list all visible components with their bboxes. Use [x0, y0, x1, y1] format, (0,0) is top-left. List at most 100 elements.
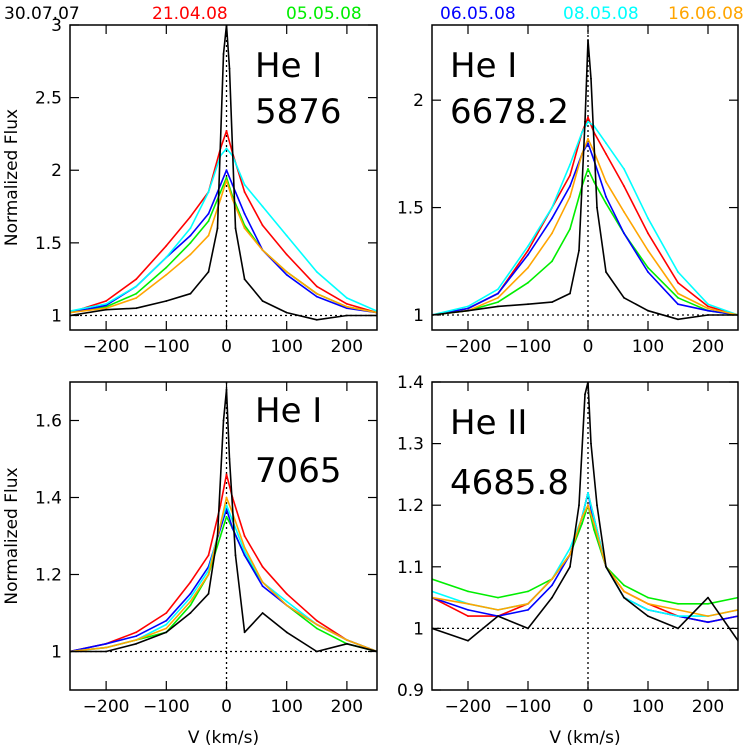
series-line	[432, 120, 738, 316]
x-axis-label: V (km/s)	[188, 728, 259, 748]
data-point	[231, 527, 234, 530]
data-point	[243, 554, 246, 557]
data-point	[707, 621, 709, 624]
data-point	[467, 309, 469, 312]
x-tick-label: −100	[143, 697, 190, 717]
y-tick-label: 1.4	[35, 489, 62, 509]
line-annotation: He I	[255, 46, 322, 86]
y-tick-label: 1.2	[397, 496, 424, 516]
data-point	[497, 288, 499, 291]
data-point	[222, 53, 225, 55]
data-point	[677, 609, 679, 611]
plot-frame	[431, 381, 739, 691]
data-point	[135, 292, 138, 295]
y-tick-label: 0.9	[397, 681, 424, 701]
data-point	[135, 297, 138, 299]
data-point	[527, 590, 529, 593]
data-point	[569, 163, 571, 166]
data-point	[584, 393, 586, 396]
data-point	[207, 554, 210, 557]
data-point	[551, 206, 553, 209]
y-tick-label: 2	[51, 161, 62, 181]
data-point	[219, 198, 222, 201]
data-point	[105, 650, 107, 653]
data-point	[243, 227, 246, 230]
legend-label: 05.05.08	[286, 4, 362, 24]
series-line	[70, 130, 377, 314]
y-axis-label: Normalized Flux	[2, 109, 22, 246]
data-point	[135, 642, 138, 645]
data-point	[165, 627, 168, 630]
data-point	[587, 116, 589, 119]
data-point	[527, 303, 529, 306]
data-point	[189, 227, 192, 230]
data-point	[527, 249, 529, 252]
data-point	[590, 442, 592, 445]
y-tick-label: 1.5	[35, 234, 62, 254]
data-point	[647, 232, 649, 235]
data-point	[623, 211, 625, 213]
series-group	[70, 388, 377, 653]
data-point	[587, 142, 589, 145]
x-tick-label: −200	[445, 697, 492, 717]
data-point	[623, 232, 625, 235]
data-point	[623, 296, 625, 299]
x-tick-label: −200	[83, 337, 130, 357]
data-point	[315, 292, 318, 295]
legend-label: 06.05.08	[440, 4, 516, 24]
data-point	[105, 308, 107, 311]
data-point	[647, 266, 649, 269]
series-group	[432, 382, 738, 642]
data-point	[551, 578, 553, 580]
y-tick-label: 1	[51, 643, 62, 663]
x-tick-label: 200	[331, 697, 363, 717]
data-point	[189, 596, 192, 599]
data-point	[207, 212, 210, 215]
data-point	[497, 301, 499, 303]
data-point	[225, 515, 228, 518]
data-point	[551, 232, 553, 235]
data-point	[467, 639, 469, 642]
data-point	[105, 307, 107, 310]
data-point	[527, 609, 529, 611]
y-tick-label: 2.5	[35, 89, 62, 109]
x-tick-label: 0	[221, 697, 232, 717]
data-point	[497, 292, 499, 295]
data-point	[569, 547, 571, 550]
data-point	[707, 309, 709, 312]
data-point	[261, 224, 264, 227]
data-point	[527, 602, 529, 605]
x-axis-label: V (km/s)	[549, 728, 620, 748]
data-point	[605, 153, 607, 155]
data-point	[231, 198, 234, 201]
data-point	[647, 609, 649, 611]
data-point	[346, 639, 348, 641]
data-point	[216, 227, 219, 230]
y-tick-label: 1.6	[35, 412, 62, 432]
data-point	[165, 266, 168, 269]
data-point	[677, 627, 679, 630]
data-point	[551, 596, 553, 599]
data-point	[569, 228, 571, 230]
data-point	[165, 619, 168, 622]
x-tick-label: 100	[632, 337, 664, 357]
data-point	[285, 311, 288, 314]
data-point	[647, 596, 649, 599]
data-point	[228, 458, 231, 460]
line-annotation: 4685.8	[450, 463, 569, 503]
data-point	[578, 504, 580, 507]
data-point	[467, 602, 469, 605]
data-point	[165, 623, 168, 626]
data-point	[677, 602, 679, 605]
series-group	[432, 39, 738, 321]
data-point	[189, 600, 192, 603]
data-point	[677, 615, 679, 617]
data-point	[551, 260, 553, 263]
data-point	[569, 565, 571, 568]
data-point	[207, 573, 210, 576]
data-point	[165, 273, 168, 276]
data-point	[225, 179, 228, 182]
data-point	[527, 627, 529, 630]
data-point	[593, 528, 595, 531]
